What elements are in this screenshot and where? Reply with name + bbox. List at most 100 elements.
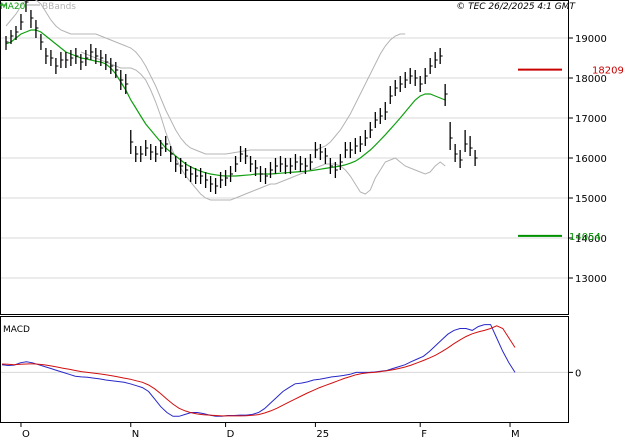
price-bar [85, 50, 89, 66]
price-bar [140, 146, 144, 162]
price-bar [459, 150, 463, 168]
price-y-tick-label: 14000 [575, 234, 607, 245]
support-label: 14054 [569, 232, 601, 243]
price-bar [424, 68, 428, 84]
macd-panel: MACD 0 [0, 316, 581, 423]
price-bar [189, 166, 194, 182]
price-bar [209, 176, 214, 192]
price-bar [180, 158, 184, 174]
price-bar [454, 144, 458, 162]
price-bar [80, 54, 84, 70]
price-bar [289, 158, 293, 174]
price-bar [309, 154, 313, 170]
chart-header: MA20 BBands © TEC 26/2/2025 4:1 GMT [0, 2, 577, 12]
price-bar [324, 148, 328, 164]
price-bar [219, 172, 224, 188]
price-bar [20, 14, 24, 30]
price-bar [165, 136, 169, 152]
price-bar [369, 122, 373, 138]
price-bar [249, 156, 254, 172]
price-bar [55, 58, 59, 74]
price-bar [30, 10, 34, 28]
price-bar [194, 168, 199, 184]
price-bar [274, 158, 278, 174]
bollinger-bands [5, 0, 446, 201]
price-bar [339, 154, 343, 170]
price-bar [50, 50, 54, 66]
price-bar [185, 162, 189, 178]
price-bar [95, 48, 99, 64]
price-y-tick-label: 17000 [575, 114, 607, 125]
price-bar [349, 142, 353, 158]
price-bar [45, 48, 49, 64]
price-bar [394, 80, 398, 96]
price-bar [269, 162, 273, 178]
price-bar [130, 130, 134, 154]
price-bar [449, 122, 453, 150]
price-bar [239, 146, 244, 162]
macd-plot-frame [0, 316, 569, 423]
x-tick-label: M [511, 429, 520, 440]
price-bar [70, 50, 74, 66]
price-bar [404, 72, 408, 88]
price-bar [419, 76, 423, 92]
price-bar [110, 58, 114, 74]
price-bar [175, 156, 179, 172]
price-y-tick-label: 19000 [575, 34, 607, 45]
price-y-tick-label: 13000 [575, 274, 607, 285]
price-bar [279, 156, 283, 172]
price-bar [214, 178, 219, 194]
price-bar [319, 144, 323, 160]
price-bar [5, 36, 9, 50]
macd-series [1, 324, 516, 417]
price-bar [429, 58, 433, 74]
price-bar [40, 34, 44, 50]
price-y-axis: 13000 14000 15000 16000 17000 18000 19000 [568, 34, 607, 285]
price-bar [125, 74, 129, 94]
price-y-tick-label: 15000 [575, 194, 607, 205]
x-tick-label: 25 [316, 429, 329, 440]
price-bar [100, 50, 104, 66]
price-bar [60, 52, 64, 68]
price-bar [199, 168, 204, 184]
price-bar [359, 136, 363, 152]
price-bar [135, 146, 139, 162]
price-panel: 13000 14000 15000 16000 17000 18000 19000 1820… [0, 0, 624, 315]
macd-y-tick-label: 0 [575, 368, 581, 379]
price-bar [115, 62, 119, 78]
price-bar [414, 70, 418, 86]
price-bar [399, 76, 403, 92]
price-bar [299, 156, 303, 172]
price-bar [170, 146, 174, 162]
price-y-tick-label: 18000 [575, 74, 607, 85]
price-bar [120, 70, 124, 90]
price-bar [259, 166, 264, 182]
price-gridlines [1, 37, 568, 279]
price-bar [294, 154, 298, 170]
x-tick-label: F [421, 429, 427, 440]
price-bar [25, 0, 29, 12]
price-bars [5, 0, 478, 194]
price-bar [374, 112, 378, 128]
price-bar [464, 130, 468, 152]
x-tick-label: D [227, 429, 235, 440]
price-bar [204, 172, 209, 188]
price-bar [145, 140, 149, 156]
price-bar [384, 102, 388, 120]
price-bar [474, 150, 478, 166]
price-bar [469, 136, 473, 156]
macd-title: MACD [3, 325, 30, 335]
bb-lower-line [80, 51, 446, 201]
price-bar [155, 146, 159, 162]
price-bar [65, 52, 69, 68]
ma-legend-label: MA20 [0, 2, 26, 12]
price-bar [244, 148, 249, 164]
price-bar [329, 158, 333, 174]
price-bar [35, 20, 39, 38]
price-bar [344, 142, 348, 158]
price-bar [264, 168, 269, 184]
price-bar [434, 52, 438, 68]
price-bar [314, 142, 318, 158]
macd-y-axis: 0 [568, 368, 581, 379]
